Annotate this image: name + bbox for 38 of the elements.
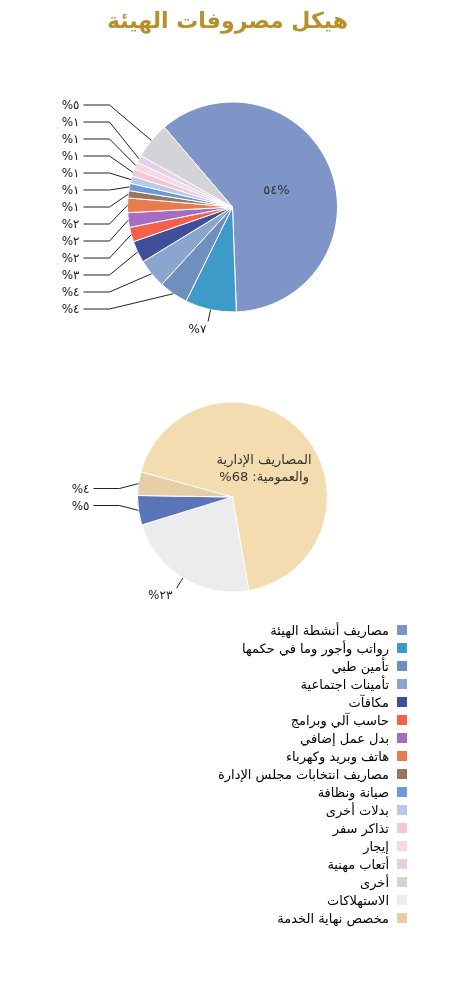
- chart-title: هيكل مصروفات الهيئة: [105, 8, 349, 33]
- legend-label: مصاريف أنشطة الهيئة: [270, 622, 389, 638]
- legend-label: تأمينات اجتماعية: [300, 676, 389, 692]
- data-label: %٢: [61, 234, 80, 248]
- data-label: %١: [61, 149, 80, 163]
- legend-label: مخصص نهاية الخدمة: [277, 910, 389, 926]
- pie-slice: [140, 401, 328, 592]
- data-label: %١: [61, 200, 80, 214]
- data-label: %٤: [61, 302, 80, 316]
- legend-label: أتعاب مهنية: [327, 856, 389, 872]
- legend-label: أخرى: [360, 874, 389, 890]
- data-label: %١: [61, 183, 80, 197]
- data-label: %٥: [71, 498, 90, 513]
- data-label: %٥٤: [263, 181, 290, 197]
- data-label: المصاريف الإدارية والعمومية: 68%: [216, 452, 312, 486]
- legend-label: تذاكر سفر: [332, 820, 389, 836]
- legend-label: تأمين طبي: [331, 658, 389, 674]
- data-label: %٢٣: [148, 588, 173, 603]
- legend-label: مصاريف انتخابات مجلس الإدارة: [217, 766, 389, 782]
- legend-label: الاستهلاكات: [327, 892, 389, 908]
- data-label: %٤: [71, 481, 90, 496]
- data-label: %١: [61, 115, 80, 129]
- data-label: %٥: [61, 98, 80, 112]
- data-label: %٣: [61, 268, 81, 282]
- legend-label: إيجار: [363, 838, 389, 854]
- legend-label: بدلات أخرى: [325, 802, 389, 818]
- data-label: %٢: [61, 251, 80, 265]
- legend-label: بدل عمل إضافي: [300, 730, 389, 746]
- data-label: %٤: [61, 285, 80, 299]
- legend-label: حاسب آلي وبرامج: [290, 712, 389, 728]
- data-label: %٢: [61, 217, 80, 231]
- legend-label: هاتف وبريد وكهرباء: [286, 748, 389, 764]
- legend-label: مكافآت: [348, 694, 389, 710]
- legend-label: صيانة ونظافة: [317, 784, 389, 800]
- data-label: %١: [61, 166, 80, 180]
- data-label: %٧: [188, 322, 207, 337]
- data-label: %١: [61, 132, 80, 146]
- legend-label: رواتب وأجور وما في حكمها: [242, 640, 389, 656]
